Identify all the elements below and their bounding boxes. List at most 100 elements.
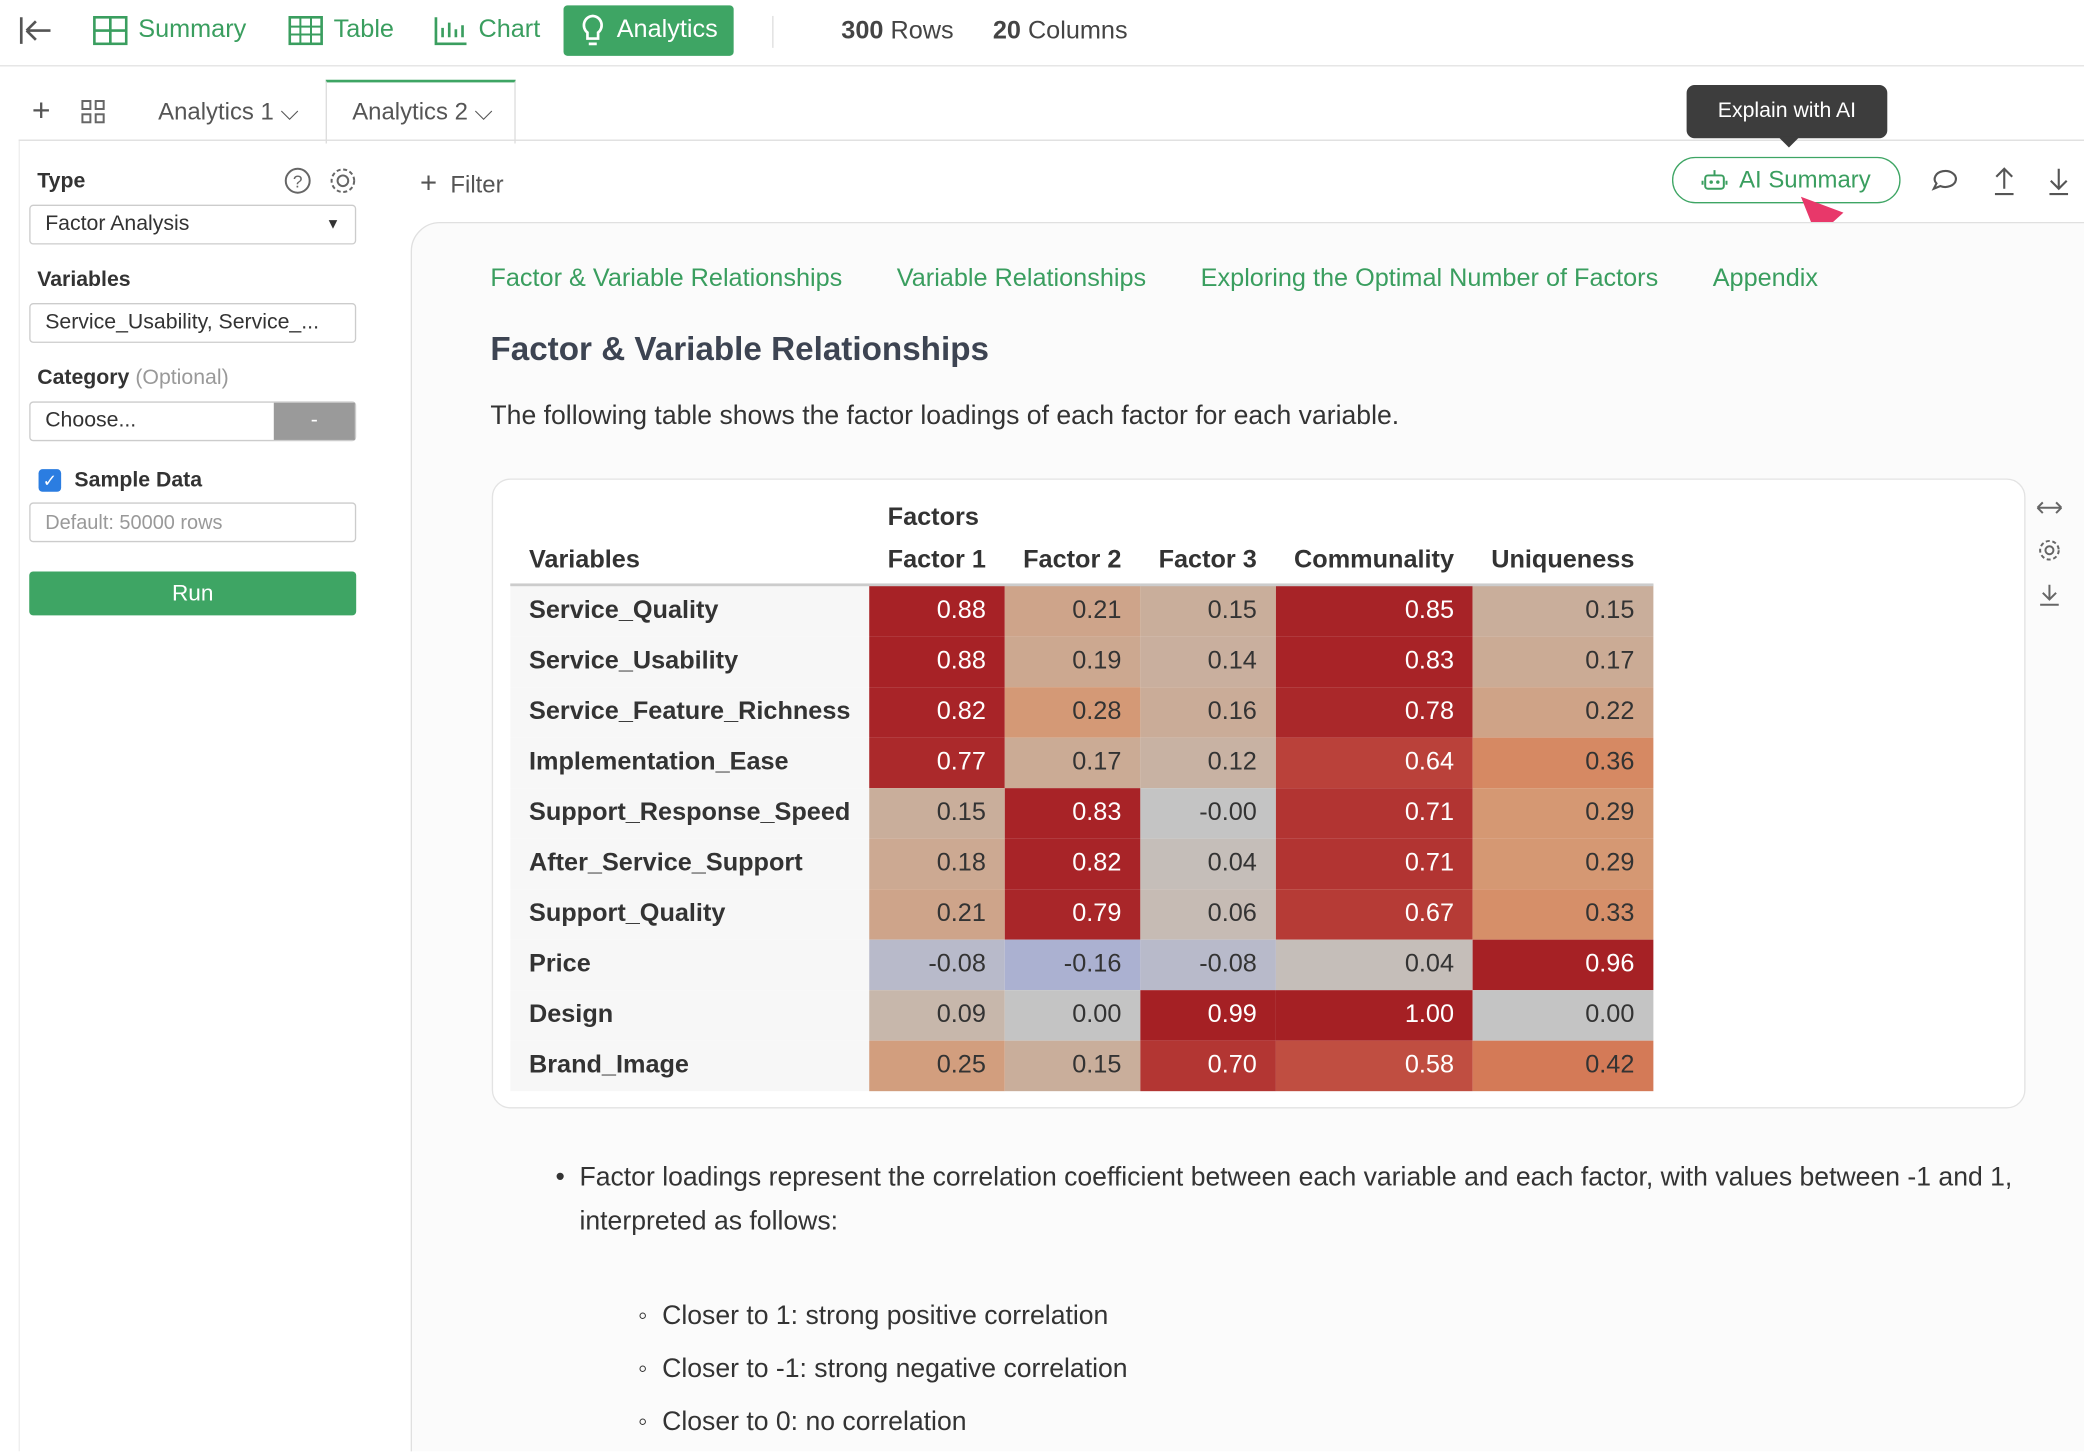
table-row: Implementation_Ease 0.77 0.17 0.12 0.64 0.36 [510, 737, 1653, 789]
table-row: Brand_Image 0.25 0.15 0.70 0.58 0.42 [510, 1040, 1653, 1092]
bullet-text: Factor loadings represent the correlatio… [579, 1162, 2013, 1237]
loading-cell: 0.88 [869, 636, 1005, 688]
type-icons[interactable]: ? [283, 166, 363, 195]
loading-cell: 0.96 [1472, 939, 1653, 991]
nav-label[interactable]: Chart [478, 15, 541, 44]
variable-cell: Service_Quality [510, 584, 870, 637]
tab-label[interactable]: Analytics 2 [352, 98, 468, 125]
action-icons[interactable] [1927, 165, 2073, 200]
tab-label[interactable]: Analytics 1 [158, 98, 274, 125]
sub-bullet-text: Closer to 0: no correlation [662, 1407, 967, 1437]
nav-summary[interactable]: Summary [93, 5, 246, 56]
loading-cell: 0.15 [1004, 1040, 1140, 1092]
loading-cell: -0.00 [1139, 788, 1276, 839]
toolbar [0, 0, 2084, 67]
add-tab[interactable]: + [31, 93, 51, 129]
loading-cell: 0.28 [1004, 687, 1140, 738]
nav-table[interactable]: Table [288, 5, 394, 56]
category-label: Category (Optional) [37, 367, 228, 391]
loading-cell: 1.00 [1275, 990, 1473, 1041]
variable-cell: Service_Feature_Richness [510, 687, 870, 738]
loading-cell: 0.18 [869, 838, 1005, 890]
count-label: Columns [1027, 17, 1128, 46]
type-select[interactable]: Factor Analysis ▼ [29, 204, 357, 245]
ai-summary-button[interactable]: AI Summary [1671, 156, 1901, 204]
sub-bullet: ◦ Closer to -1: strong negative correlat… [637, 1354, 1128, 1384]
loading-cell: 0.79 [1004, 889, 1140, 940]
run-button[interactable]: Run [29, 571, 357, 616]
loading-cell: -0.08 [869, 939, 1005, 991]
loading-cell: 0.17 [1472, 636, 1653, 688]
input-value[interactable]: Service_Usability, Service_... [45, 311, 319, 334]
category-select[interactable]: Choose... - [29, 401, 357, 442]
nav-analytics[interactable]: Analytics [563, 5, 734, 56]
loading-cell: 0.36 [1472, 737, 1653, 789]
loading-cell: -0.08 [1139, 939, 1276, 991]
tab[interactable]: Analytics 2 ⌵ [352, 98, 493, 125]
loading-cell: 0.71 [1275, 838, 1473, 890]
variables-input[interactable]: Service_Usability, Service_... [29, 303, 357, 343]
loading-cell: 0.15 [1472, 584, 1653, 637]
loading-cell: 0.12 [1139, 737, 1276, 789]
section-link[interactable]: Variable Relationships [896, 264, 1147, 293]
button-label[interactable]: Run [171, 580, 214, 606]
button-label[interactable]: AI Summary [1739, 166, 1871, 193]
checkbox[interactable]: ✓ [38, 469, 62, 492]
tooltip: Explain with AI [1686, 85, 1888, 139]
count: 300 [841, 17, 884, 46]
count: 20 [992, 17, 1021, 46]
loading-cell: 0.15 [1139, 584, 1276, 637]
nav-chart[interactable]: Chart [433, 5, 540, 56]
column-header: Variables [528, 545, 640, 574]
loading-cell: 0.99 [1139, 990, 1276, 1041]
loading-cell: 0.04 [1139, 838, 1276, 890]
nav-label[interactable]: Table [333, 15, 394, 44]
collapse-icon[interactable] [19, 15, 54, 47]
sidebar-edge [18, 140, 20, 1452]
loading-cell: 0.15 [869, 788, 1005, 839]
filter-label[interactable]: Filter [450, 171, 504, 199]
table-row: Support_Quality 0.21 0.79 0.06 0.67 0.33 [510, 889, 1653, 940]
tab-line [18, 139, 2084, 141]
sample-input[interactable]: Default: 50000 rows [29, 502, 357, 543]
loading-cell: 0.78 [1275, 687, 1473, 738]
sample-label: Sample Data [74, 469, 203, 492]
nav-label[interactable]: Summary [138, 15, 247, 44]
section-link[interactable]: Factor & Variable Relationships [490, 264, 843, 293]
nav-label[interactable]: Analytics [616, 15, 718, 44]
loading-cell: 0.06 [1139, 889, 1276, 940]
loading-cell: 0.82 [869, 687, 1005, 738]
loading-cell: 0.64 [1275, 737, 1473, 789]
table-wrap: Factors Variables Factor 1 Factor 2 Factor … [510, 500, 1653, 1092]
filter[interactable]: + Filter [419, 166, 504, 200]
section-link[interactable]: Appendix [1712, 264, 1819, 293]
loading-cell: 0.82 [1004, 838, 1140, 890]
variable-cell: Design [510, 990, 870, 1041]
loading-cell: 0.67 [1275, 889, 1473, 940]
loading-cell: 0.14 [1139, 636, 1276, 688]
loading-cell: 0.22 [1472, 687, 1653, 738]
optional: (Optional) [135, 366, 229, 390]
tab-active[interactable] [325, 79, 516, 144]
section-link[interactable]: Exploring the Optimal Number of Factors [1200, 264, 1659, 293]
loading-cell: 0.19 [1004, 636, 1140, 688]
select-value[interactable]: Factor Analysis [45, 212, 190, 236]
loading-cell: 0.88 [869, 584, 1005, 637]
table-row: Service_Usability 0.88 0.19 0.14 0.83 0.17 [510, 636, 1653, 688]
table-row: Price -0.08 -0.16 -0.08 0.04 0.96 [510, 939, 1653, 991]
svg-text:?: ? [293, 171, 303, 191]
placeholder[interactable]: Choose... [45, 409, 137, 432]
grid-icon[interactable] [81, 100, 105, 124]
loading-cell: 0.71 [1275, 788, 1473, 839]
table-icons[interactable] [2033, 494, 2065, 614]
sub-bullet-text: Closer to 1: strong positive correlation [662, 1301, 1109, 1331]
loading-cell: 0.09 [869, 990, 1005, 1041]
loadings-table: Factors Variables Factor 1 Factor 2 Factor … [510, 500, 1653, 1092]
placeholder[interactable]: Default: 50000 rows [45, 511, 223, 534]
tab[interactable]: Analytics 1 ⌵ [158, 98, 299, 125]
table-row: Service_Feature_Richness 0.82 0.28 0.16 0.78… [510, 687, 1653, 738]
loading-cell: 0.21 [1004, 584, 1140, 637]
clear-button[interactable]: - [273, 402, 355, 440]
table-row: After_Service_Support 0.18 0.82 0.04 0.71 0.2… [510, 838, 1653, 890]
